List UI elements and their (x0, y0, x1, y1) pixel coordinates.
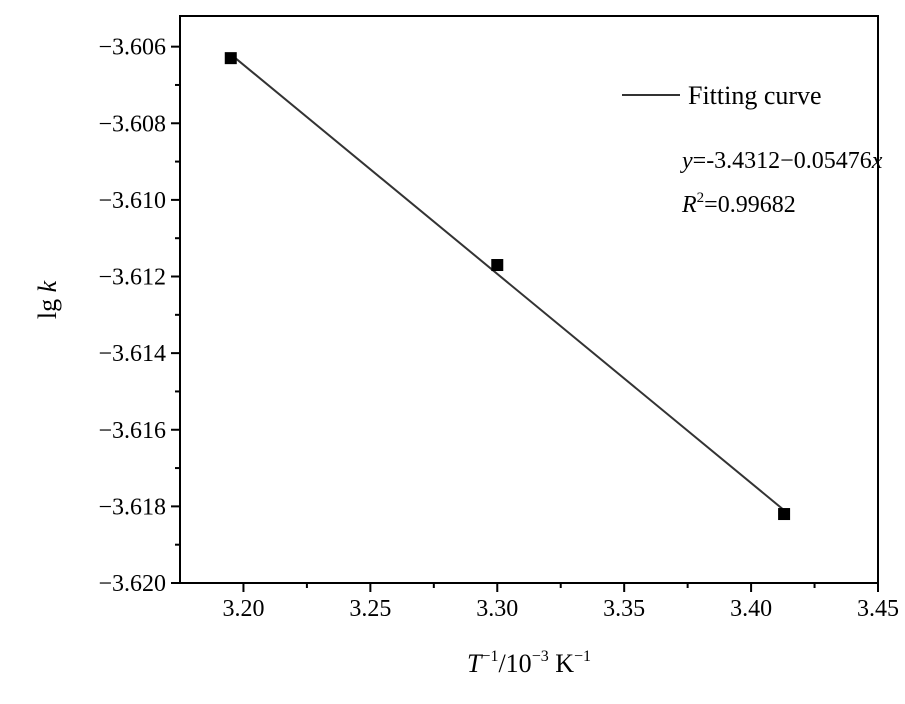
y-tick-label: −3.620 (98, 571, 166, 597)
x-tick-label: 3.30 (476, 596, 518, 622)
fitting-curve-line (230, 53, 785, 511)
r-squared: R2=0.99682 (681, 190, 796, 218)
data-point (224, 52, 237, 65)
xlabel-T: T (467, 649, 483, 678)
y-tick-label: −3.610 (98, 188, 166, 214)
eq-var-y: y (680, 148, 693, 174)
x-tick-label: 3.25 (349, 596, 391, 622)
xlabel-unit: K (549, 649, 575, 678)
y-axis-title: lg k (33, 280, 62, 319)
plot-frame (179, 15, 879, 584)
y-minor-ticks (175, 83, 180, 546)
y-tick-label: −3.614 (98, 341, 166, 367)
y-tick-label: −3.612 (98, 265, 166, 291)
y-tick-label: −3.618 (98, 494, 166, 520)
y-tick-label: −3.608 (98, 111, 166, 137)
x-axis-ticks: 3.20 3.25 3.30 3.35 3.40 3.45 (222, 583, 899, 622)
data-point (778, 508, 791, 521)
r2-sup: 2 (697, 190, 705, 206)
xlabel-sup3: −1 (574, 648, 591, 665)
fit-equation: y=-3.4312−0.05476x (680, 148, 883, 174)
ylabel-k: k (33, 280, 62, 292)
y-axis-ticks: −3.606 −3.608 −3.610 −3.612 −3.614 −3.616 −3.6… (98, 35, 180, 597)
r2-var: R (681, 192, 697, 218)
eq-body: =-3.4312−0.05476 (693, 148, 872, 174)
x-tick-label: 3.35 (603, 596, 645, 622)
y-tick-label: −3.606 (98, 35, 166, 61)
r2-value: =0.99682 (704, 192, 796, 218)
eq-var-x: x (871, 148, 883, 174)
ylabel-lg: lg (33, 292, 62, 319)
xlabel-mid: /10 (498, 649, 531, 678)
x-axis-title: T−1/10−3 K−1 (467, 648, 591, 678)
data-points (224, 52, 791, 521)
data-point (491, 259, 504, 272)
xlabel-sup1: −1 (481, 648, 498, 665)
legend-label: Fitting curve (688, 81, 822, 110)
y-tick-label: −3.616 (98, 418, 166, 444)
x-tick-label: 3.40 (730, 596, 772, 622)
x-tick-label: 3.45 (857, 596, 899, 622)
xlabel-sup2: −3 (532, 648, 549, 665)
x-tick-label: 3.20 (222, 596, 264, 622)
